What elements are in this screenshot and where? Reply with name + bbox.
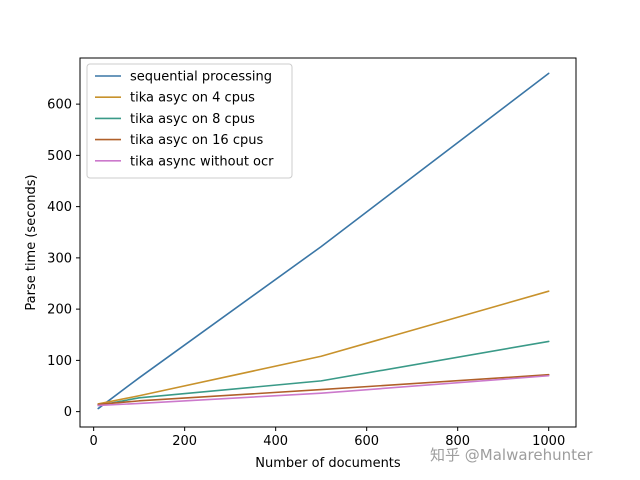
y-tick-label: 600	[47, 98, 72, 113]
x-tick-label: 1000	[532, 434, 565, 449]
x-tick-label: 600	[354, 434, 379, 449]
x-tick-label: 0	[90, 434, 98, 449]
x-tick-label: 400	[263, 434, 288, 449]
legend-entry-label: tika asyc on 4 cpus	[130, 91, 255, 106]
y-axis-ticks: 0 100 200 300 400 500 600	[47, 98, 80, 420]
legend-entry-label: tika asyc on 16 cpus	[130, 133, 263, 148]
legend-entry-label: tika asyc on 8 cpus	[130, 112, 255, 127]
y-tick-label: 0	[64, 405, 72, 420]
y-tick-label: 500	[47, 149, 72, 164]
series-layer	[97, 72, 550, 410]
series-line-3	[97, 340, 550, 407]
legend-entry-label: sequential processing	[130, 70, 272, 85]
y-tick-label: 200	[47, 303, 72, 318]
x-axis-ticks: 0 200 400 600 800 1000	[90, 427, 565, 449]
legend-entry-label: tika async without ocr	[130, 154, 274, 169]
y-tick-label: 400	[47, 200, 72, 215]
x-axis-label: Number of documents	[255, 456, 401, 471]
series-line-5	[97, 374, 550, 407]
axes-frame	[79, 57, 577, 428]
legend: sequential processing tika asyc on 4 cpus…	[86, 63, 293, 179]
y-tick-label: 100	[47, 354, 72, 369]
y-tick-label: 300	[47, 251, 72, 266]
x-tick-label: 200	[172, 434, 197, 449]
watermark: 知乎 @Malwarehunter	[430, 446, 593, 464]
series-line-4	[97, 373, 550, 406]
x-tick-label: 800	[445, 434, 470, 449]
legend-box	[86, 63, 293, 179]
series-line-2	[97, 290, 550, 405]
series-line-1	[97, 72, 550, 410]
y-axis-label: Parse time (seconds)	[24, 174, 39, 310]
